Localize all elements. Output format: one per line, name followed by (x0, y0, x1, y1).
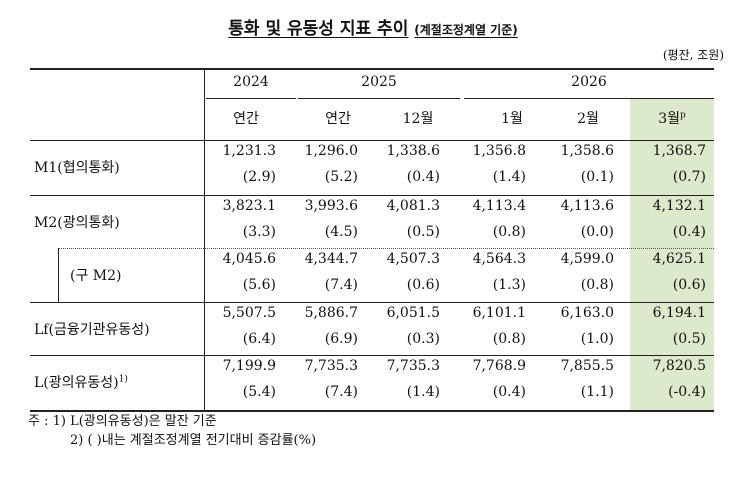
value-cell: 6,163.0 (560, 305, 614, 321)
value-cell: 6,194.1 (652, 305, 706, 321)
value-cell: 4,081.3 (386, 198, 440, 214)
rule-sub-indent (58, 248, 59, 302)
column-header: 2월 (577, 111, 599, 127)
rule-year-2025 (298, 98, 460, 99)
unit-label: (평잔, 조원) (662, 48, 724, 62)
change-cell: (2.9) (242, 169, 276, 185)
rule-row (30, 355, 714, 356)
value-cell: 6,101.1 (472, 305, 526, 321)
year-header: 2026 (571, 74, 607, 90)
value-cell: 1,356.8 (472, 143, 526, 159)
rule-sub-row (58, 248, 714, 249)
change-cell: (6.4) (242, 331, 276, 347)
footnote-2: 2) ( )내는 계절조정계열 전기대비 증감률(%) (70, 433, 317, 448)
rule-header (30, 140, 714, 141)
rule-top (30, 68, 714, 70)
change-cell: (1.0) (580, 331, 614, 347)
change-cell: (4.5) (324, 224, 358, 240)
change-cell: (0.6) (406, 277, 440, 293)
column-header: 1월 (501, 111, 523, 127)
change-cell: (0.1) (580, 169, 614, 185)
change-cell: (1.1) (580, 384, 614, 400)
value-cell: 7,855.5 (560, 358, 614, 374)
footnote-1: 주 : 1) L(광의유동성)은 말잔 기준 (28, 414, 217, 429)
change-cell: (3.3) (242, 224, 276, 240)
row-label: Lf(금융기관유동성) (34, 322, 150, 338)
row-label: M1(협의통화) (34, 160, 120, 176)
rule-year-2024 (206, 98, 296, 99)
rule-row (30, 195, 714, 196)
value-cell: 1,358.6 (560, 143, 614, 159)
column-header: 연간 (325, 111, 351, 127)
value-cell: 5,507.5 (222, 305, 276, 321)
change-cell: (7.4) (324, 277, 358, 293)
value-cell: 7,735.3 (386, 358, 440, 374)
change-cell: (1.4) (406, 384, 440, 400)
value-cell: 4,507.3 (386, 251, 440, 267)
change-cell: (0.4) (406, 169, 440, 185)
rule-row (30, 302, 714, 303)
value-cell: 4,564.3 (472, 251, 526, 267)
value-cell: 1,368.7 (652, 143, 706, 159)
change-cell: (1.4) (492, 169, 526, 185)
title-subtitle: (계절조정계열 기준) (414, 23, 518, 37)
change-cell: (5.2) (324, 169, 358, 185)
value-cell: 4,344.7 (304, 251, 358, 267)
value-cell: 5,886.7 (304, 305, 358, 321)
value-cell: 6,051.5 (386, 305, 440, 321)
change-cell: (-0.4) (668, 384, 706, 400)
change-cell: (0.5) (406, 224, 440, 240)
value-cell: 7,735.3 (304, 358, 358, 374)
change-cell: (0.8) (580, 277, 614, 293)
value-cell: 7,768.9 (472, 358, 526, 374)
value-cell: 1,296.0 (304, 143, 358, 159)
value-cell: 4,599.0 (560, 251, 614, 267)
value-cell: 4,045.6 (222, 251, 276, 267)
table-title: 통화 및 유동성 지표 추이 (계절조정계열 기준) (0, 14, 746, 39)
value-cell: 7,820.5 (652, 358, 706, 374)
value-cell: 4,132.1 (652, 198, 706, 214)
change-cell: (6.9) (324, 331, 358, 347)
change-cell: (0.7) (672, 169, 706, 185)
row-label: M2(광의통화) (34, 215, 120, 231)
change-cell: (0.8) (492, 224, 526, 240)
value-cell: 4,113.4 (472, 198, 526, 214)
value-cell: 3,823.1 (222, 198, 276, 214)
column-header: 3월p (658, 110, 686, 127)
year-header: 2024 (233, 74, 269, 90)
value-cell: 3,993.6 (304, 198, 358, 214)
change-cell: (0.5) (672, 331, 706, 347)
value-cell: 1,231.3 (222, 143, 276, 159)
change-cell: (0.0) (580, 224, 614, 240)
title-main: 통화 및 유동성 지표 추이 (228, 19, 409, 39)
change-cell: (0.4) (492, 384, 526, 400)
column-header: 12월 (402, 111, 434, 127)
column-header: 연간 (233, 111, 259, 127)
value-cell: 7,199.9 (222, 358, 276, 374)
preliminary-mark: p (680, 110, 686, 121)
row-label: L(광의유동성)1) (34, 374, 128, 391)
highlight-column (630, 99, 714, 411)
value-cell: 4,113.6 (560, 198, 614, 214)
rule-label-col (204, 68, 205, 412)
change-cell: (5.6) (242, 277, 276, 293)
change-cell: (0.6) (672, 277, 706, 293)
change-cell: (0.3) (406, 331, 440, 347)
footnotes: 주 : 1) L(광의유동성)은 말잔 기준 2) ( )내는 계절조정계열 전… (28, 412, 316, 450)
rule-bottom (30, 410, 714, 412)
value-cell: 1,338.6 (386, 143, 440, 159)
change-cell: (5.4) (242, 384, 276, 400)
year-header: 2025 (361, 74, 397, 90)
footnote-ref: 1) (118, 374, 128, 385)
change-cell: (1.3) (492, 277, 526, 293)
row-label: (구 M2) (70, 268, 122, 284)
change-cell: (0.8) (492, 331, 526, 347)
change-cell: (7.4) (324, 384, 358, 400)
rule-year-2026 (464, 98, 714, 99)
change-cell: (0.4) (672, 224, 706, 240)
value-cell: 4,625.1 (652, 251, 706, 267)
